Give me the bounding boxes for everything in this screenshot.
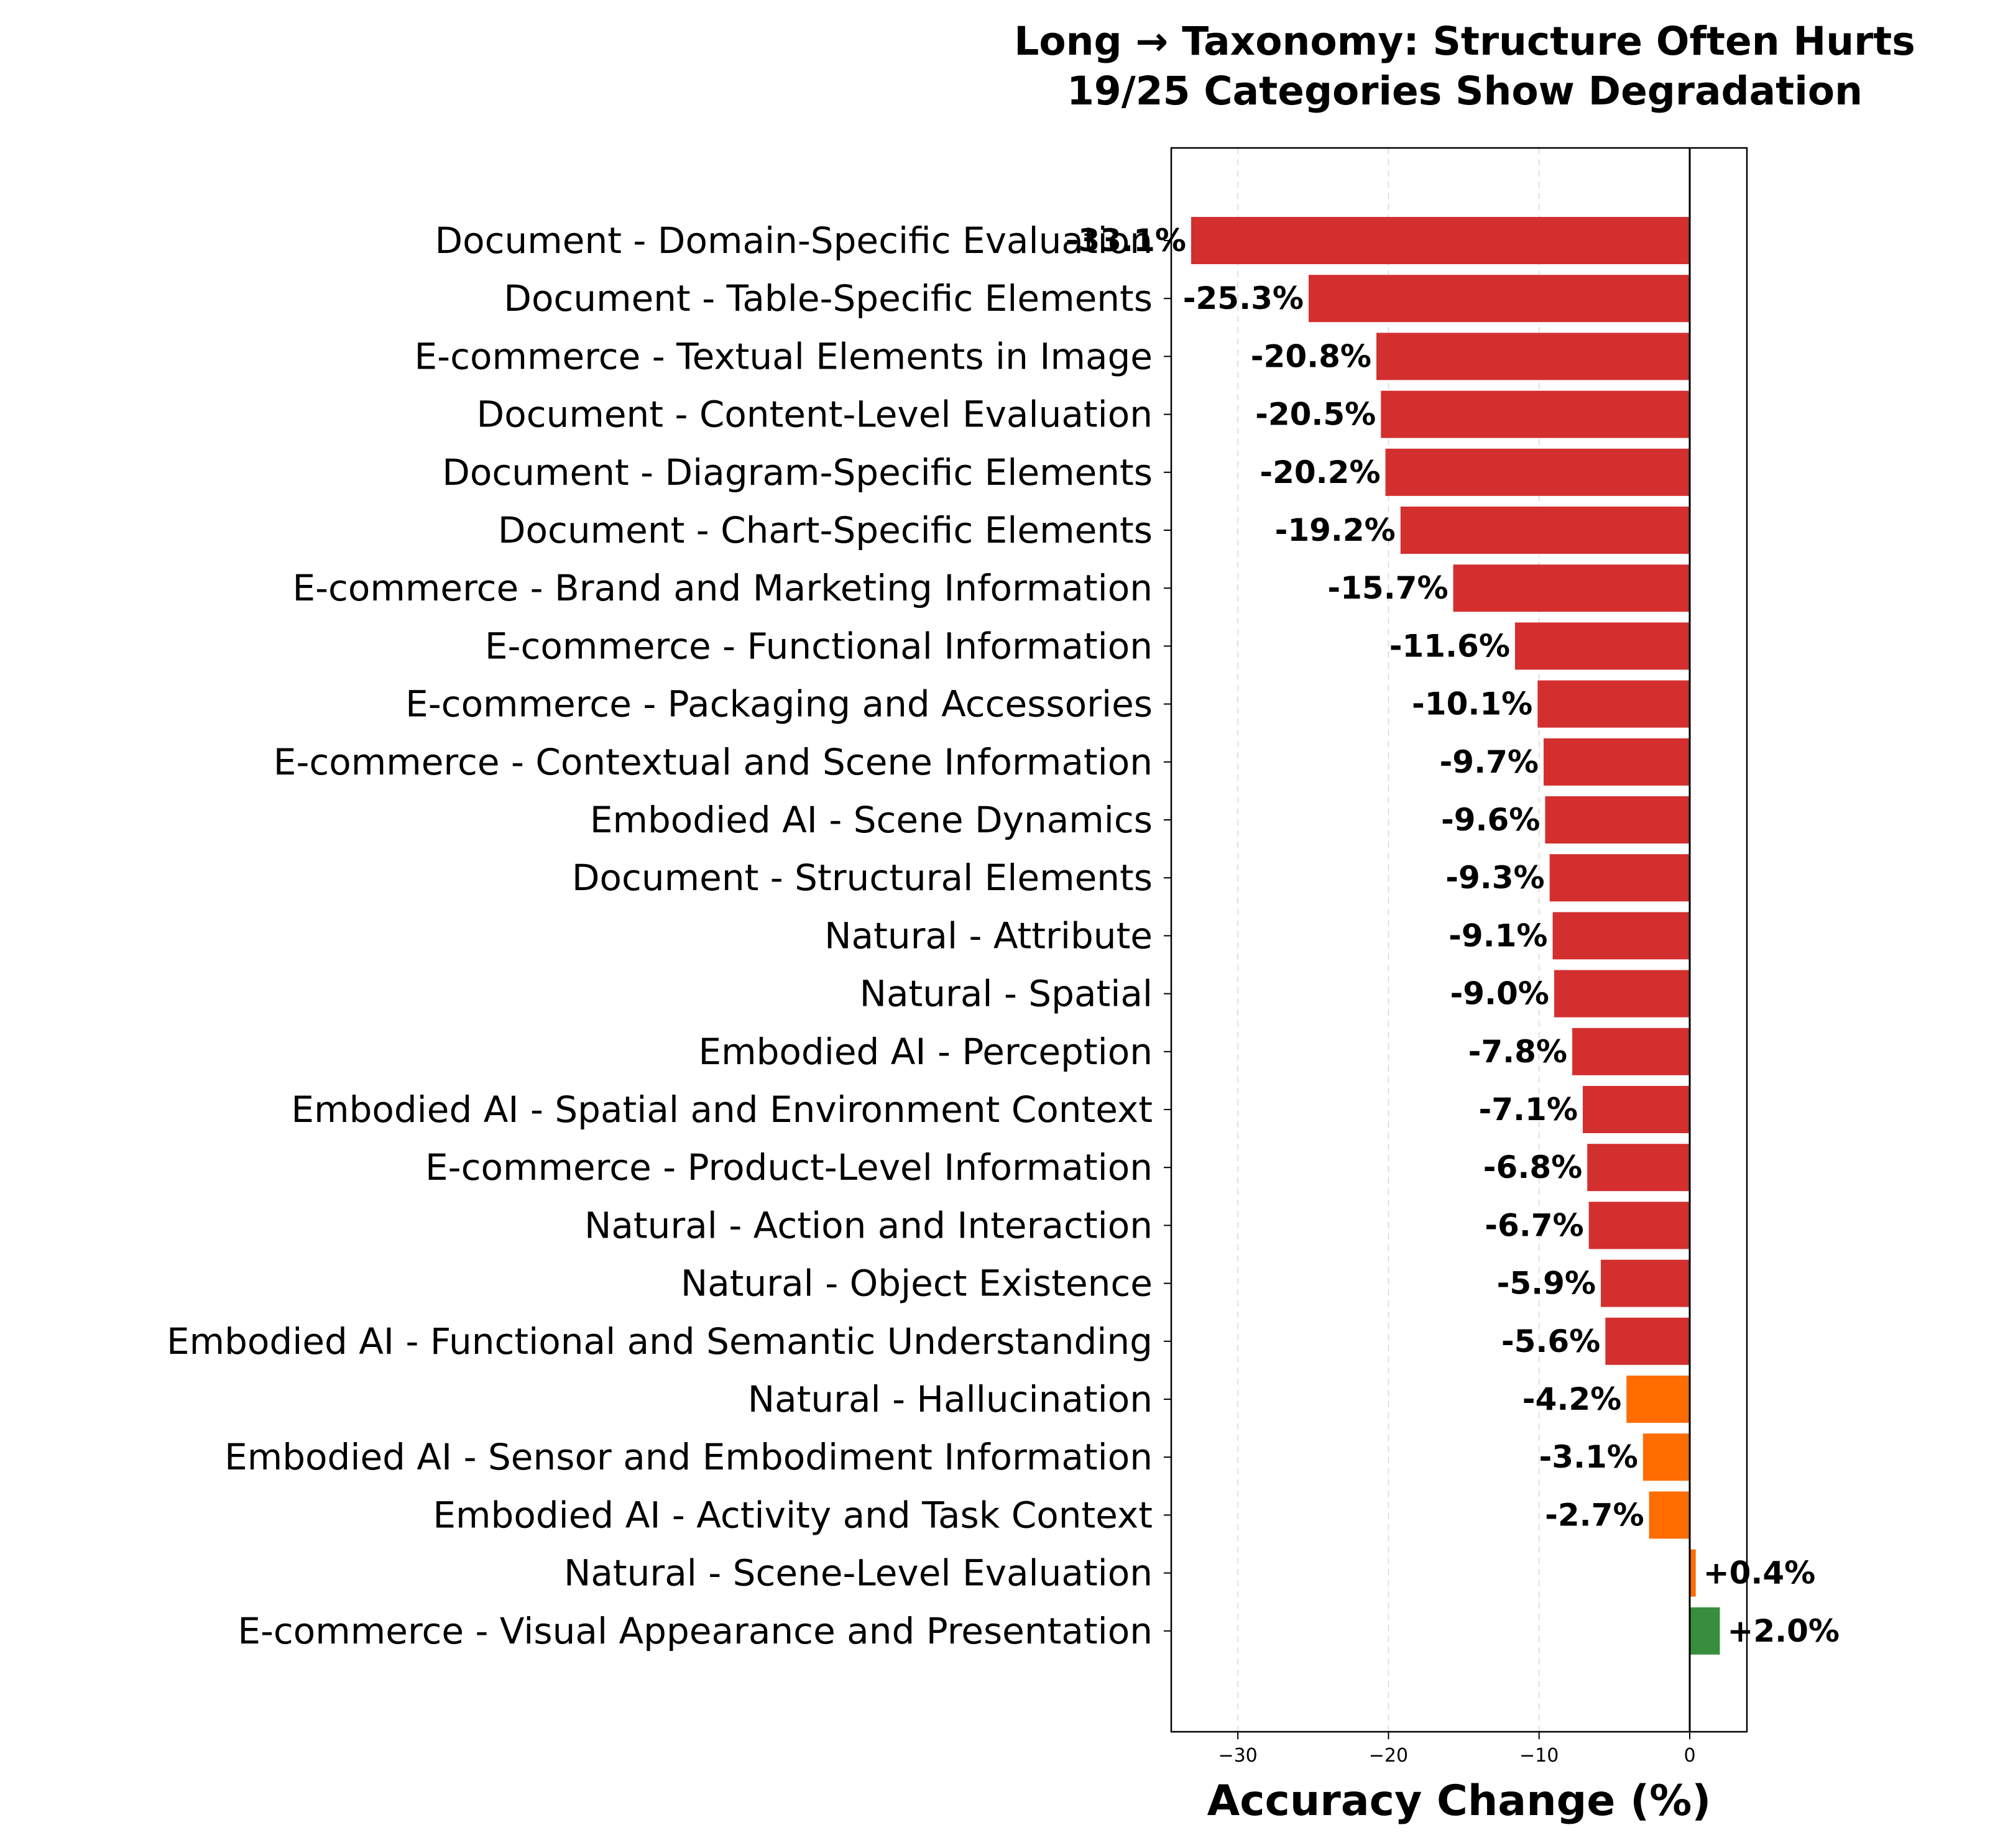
y-tick-label: Embodied AI - Sensor and Embodiment Info… [224,1436,1153,1478]
value-label: -7.1% [1479,1092,1578,1128]
bar [1514,622,1690,670]
y-tick-label: Natural - Scene-Level Evaluation [564,1552,1153,1594]
value-label: -9.6% [1441,802,1540,838]
value-label: -9.0% [1450,976,1549,1012]
value-label: -20.8% [1251,338,1371,374]
value-label: -15.7% [1327,570,1448,606]
y-tick-label: Document - Domain-Specific Evaluation [435,219,1153,262]
y-tick-label: Embodied AI - Activity and Task Context [433,1494,1153,1536]
bar [1549,854,1690,902]
bar [1605,1317,1690,1365]
y-tick-label: Natural - Spatial [860,973,1153,1015]
value-label: -10.1% [1412,686,1532,722]
value-labels: -33.1% -25.3% -20.8% -20.5% -20.2% -19.2% -15.… [1066,223,1840,1649]
y-tick-label: Document - Table-Specific Elements [504,277,1153,319]
bar [1385,448,1690,496]
value-label: -7.8% [1468,1034,1567,1070]
value-label: -25.3% [1183,280,1304,316]
y-tick-label: Embodied AI - Scene Dynamics [590,799,1153,841]
y-tick-label: Natural - Action and Interaction [584,1204,1153,1246]
plot-frame [1170,147,1748,1733]
bar [1649,1491,1690,1539]
y-tick-label: Embodied AI - Perception [698,1031,1153,1073]
y-tick-label: Document - Chart-Specific Elements [498,509,1153,551]
bar [1545,796,1690,844]
value-label: -5.6% [1501,1323,1600,1359]
bar [1453,564,1690,612]
value-label: -19.2% [1275,512,1396,548]
bar [1376,333,1690,380]
bar [1537,680,1690,728]
x-axis-label: Accuracy Change (%) [1207,1777,1711,1826]
value-label: -11.6% [1389,628,1510,664]
y-tick-label: Embodied AI - Spatial and Environment Co… [291,1088,1153,1131]
x-tick-label: 0 [1684,1745,1695,1767]
value-label: -6.8% [1483,1149,1582,1185]
chart-title-line-1: Long → Taxonomy: Structure Often Hurts [1014,19,1915,64]
bar [1690,1549,1696,1597]
value-label: -5.9% [1497,1266,1596,1302]
bar [1552,912,1690,960]
bar [1642,1433,1690,1481]
bar [1554,970,1690,1018]
bars-layer [1191,217,1720,1655]
y-tick-label: Natural - Attribute [824,914,1153,957]
value-label: -9.7% [1440,744,1539,780]
y-tick-label: E-commerce - Packaging and Accessories [405,683,1153,725]
value-label: -9.3% [1445,860,1544,896]
value-label: -20.2% [1260,454,1380,490]
bar [1626,1376,1690,1423]
y-tick-label: Document - Content-Level Evaluation [477,393,1153,436]
y-tick-label: E-commerce - Functional Information [485,625,1153,667]
y-tick-label: E-commerce - Visual Appearance and Prese… [237,1610,1153,1652]
y-tick-label: Document - Diagram-Specific Elements [442,451,1153,494]
bar [1381,390,1690,438]
value-label: -4.2% [1522,1381,1621,1417]
bar [1588,1202,1690,1249]
bar [1690,1607,1720,1655]
bar [1587,1144,1690,1192]
x-tick-label: −30 [1218,1745,1257,1767]
bar [1582,1086,1690,1133]
y-tick-label: Embodied AI - Functional and Semantic Un… [167,1320,1153,1363]
y-axis-labels: Document - Domain-Specific Evaluation Doc… [167,219,1171,1652]
y-tick-label: Natural - Object Existence [681,1262,1153,1305]
y-tick-label: E-commerce - Product-Level Information [425,1146,1153,1188]
y-tick-label: E-commerce - Textual Elements in Image [415,335,1153,377]
x-tick-label: −20 [1369,1745,1408,1767]
value-label: -6.7% [1485,1207,1583,1243]
bar [1601,1259,1690,1307]
bar [1308,275,1690,323]
bar [1543,738,1690,786]
y-tick-label: E-commerce - Contextual and Scene Inform… [274,741,1153,783]
value-label: -2.7% [1545,1497,1644,1533]
value-label: +0.4% [1703,1555,1816,1591]
bar [1572,1027,1690,1075]
value-label: -9.1% [1449,917,1547,954]
x-axis: −30 −20 −10 0 [1218,1732,1696,1767]
y-tick-label: Natural - Hallucination [748,1378,1153,1420]
value-label: +2.0% [1727,1613,1840,1649]
value-label: -20.5% [1255,397,1376,433]
bar [1191,217,1690,264]
bar [1400,507,1690,554]
value-label: -3.1% [1539,1439,1638,1475]
x-tick-label: −10 [1519,1745,1559,1767]
y-tick-label: Document - Structural Elements [572,857,1153,899]
value-label: -33.1% [1066,223,1186,259]
chart-title-line-2: 19/25 Categories Show Degradation [1067,68,1863,114]
y-tick-label: E-commerce - Brand and Marketing Informa… [292,567,1153,609]
